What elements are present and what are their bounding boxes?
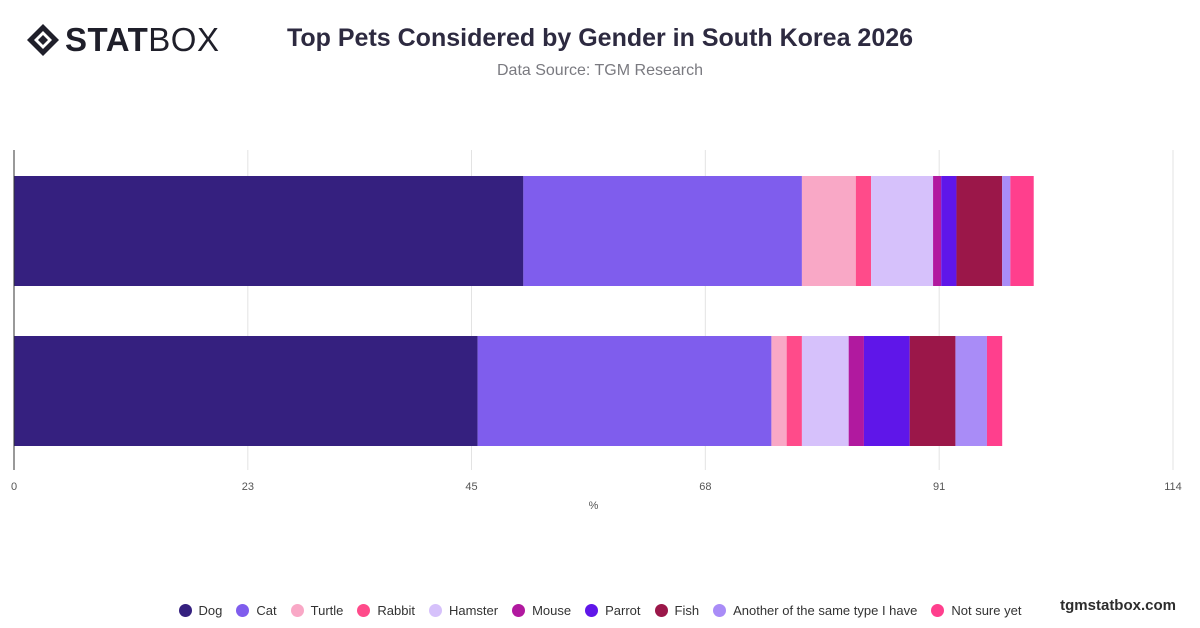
bar-segment-turtle <box>801 176 856 286</box>
logo-text: STATBOX <box>65 22 219 58</box>
legend-item[interactable]: Cat <box>236 603 277 618</box>
legend-label: Hamster <box>448 603 499 618</box>
bar-segment-fish <box>956 176 1003 286</box>
legend-item[interactable]: Dog <box>178 603 223 618</box>
bar-segment-hamster <box>871 176 934 286</box>
legend-dot-icon <box>290 604 304 617</box>
statbox-logo-icon <box>27 24 59 56</box>
x-axis-label: % <box>589 500 599 512</box>
watermark: tgmstatbox.com <box>1060 597 1176 614</box>
legend-label: Another of the same type I have <box>733 603 918 618</box>
bar-segment-mouse <box>933 176 942 286</box>
bar-segment-not-sure-yet <box>986 336 1003 446</box>
x-tick-label: 91 <box>933 481 945 493</box>
bar-segment-another-of-the-same-type-i-have <box>955 336 987 446</box>
bar-segment-not-sure-yet <box>1010 176 1034 286</box>
legend-label: Parrot <box>605 603 641 618</box>
legend-dot-icon <box>236 604 250 617</box>
bar-segment-dog <box>14 336 478 446</box>
legend-label: Not sure yet <box>951 603 1022 618</box>
legend-item[interactable]: Rabbit <box>357 603 415 618</box>
x-tick-label: 23 <box>242 481 254 493</box>
legend-label: Rabbit <box>377 603 415 618</box>
legend-label: Turtle <box>310 603 344 618</box>
legend-dot-icon <box>713 604 727 617</box>
legend-item[interactable]: Mouse <box>512 603 571 618</box>
bar-segment-cat <box>523 176 802 286</box>
bar-segment-parrot <box>941 176 957 286</box>
x-tick-label: 0 <box>11 481 17 493</box>
legend-label: Dog <box>198 603 223 618</box>
logo-text-bold: STAT <box>65 21 149 58</box>
chart-subtitle: Data Source: TGM Research <box>496 62 703 79</box>
legend-item[interactable]: Another of the same type I have <box>713 603 917 618</box>
legend-item[interactable]: Turtle <box>290 603 344 618</box>
legend-label: Cat <box>256 603 277 618</box>
x-tick-label: 45 <box>465 481 477 493</box>
legend-label: Mouse <box>532 603 572 618</box>
legend-dot-icon <box>931 604 945 617</box>
stacked-bar-chart: 0 23 45 68 91 114% <box>11 150 1182 512</box>
statbox-logo[interactable]: STATBOX <box>26 22 219 58</box>
x-tick-label: 114 <box>1164 481 1182 493</box>
x-tick-label: 68 <box>699 481 711 493</box>
legend-dot-icon <box>428 604 442 617</box>
bar-segment-parrot <box>863 336 910 446</box>
legend-item[interactable]: Not sure yet <box>931 603 1021 618</box>
chart-title: Top Pets Considered by Gender in South K… <box>286 24 914 52</box>
bar-segment-rabbit <box>855 176 872 286</box>
legend-item[interactable]: Hamster <box>428 603 499 618</box>
legend-dot-icon <box>654 604 668 617</box>
legend-item[interactable]: Fish <box>654 603 700 618</box>
bar-segment-dog <box>14 176 524 286</box>
legend-dot-icon <box>512 604 526 617</box>
bar-segment-rabbit <box>786 336 802 446</box>
legend-item[interactable]: Parrot <box>585 603 641 618</box>
legend-dot-icon <box>357 604 371 617</box>
legend-dot-icon <box>178 604 192 617</box>
legend-dot-icon <box>585 604 599 617</box>
bar-segment-cat <box>477 336 772 446</box>
chart-legend: Dog Cat Turtle Rabbit Hamster Mouse Parrot Fish… <box>0 603 1200 618</box>
logo-text-light: BOX <box>148 21 220 58</box>
bar-segment-mouse <box>848 336 864 446</box>
bar-segment-turtle <box>771 336 787 446</box>
bar-segment-hamster <box>801 336 849 446</box>
bar-segment-another-of-the-same-type-i-have <box>1002 176 1011 286</box>
bar-segment-fish <box>909 336 956 446</box>
legend-label: Fish <box>674 603 700 618</box>
